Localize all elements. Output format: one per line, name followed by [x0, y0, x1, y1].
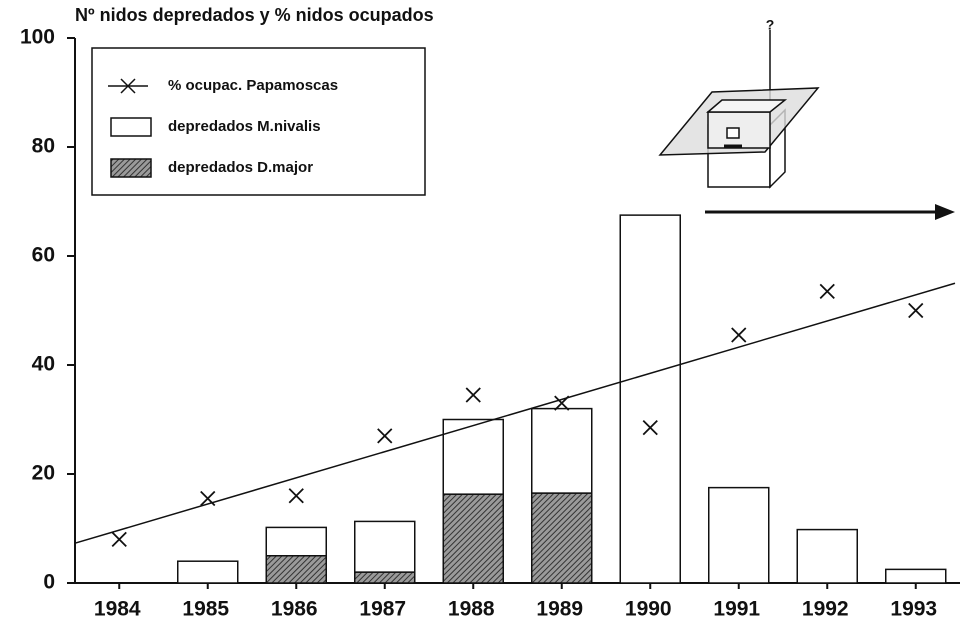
marker: [732, 328, 746, 342]
x-tick-label: 1992: [802, 598, 849, 621]
legend: % ocupac. Papamoscas depredados M.nivalis…: [92, 48, 425, 195]
x-tick-label: 1984: [94, 598, 141, 621]
chart: Nº nidos depredados y % nidos ocupados ?…: [0, 0, 961, 630]
bar: [797, 530, 857, 583]
y-tick-label: 80: [32, 135, 55, 158]
y-tick-label: 40: [32, 353, 55, 376]
x-tick-label: 1986: [271, 598, 318, 621]
bar: [355, 521, 415, 572]
bar: [532, 493, 592, 583]
bar: [709, 488, 769, 583]
marker: [909, 304, 923, 318]
bar: [266, 527, 326, 555]
nest-box-illustration: [660, 30, 818, 187]
x-tick-label: 1993: [890, 598, 937, 621]
x-tick-label: 1988: [448, 598, 495, 621]
legend-label: depredados M.nivalis: [168, 118, 321, 135]
annotation: ?: [766, 17, 775, 33]
chart-title: Nº nidos depredados y % nidos ocupados: [75, 5, 434, 25]
x-tick-label: 1991: [713, 598, 760, 621]
marker: [112, 532, 126, 546]
x-tick-label: 1989: [536, 598, 583, 621]
bar: [532, 409, 592, 493]
bar: [886, 569, 946, 583]
bar: [443, 420, 503, 495]
x-tick-label: 1985: [182, 598, 229, 621]
y-tick-label: 20: [32, 462, 55, 485]
bar: [355, 572, 415, 583]
x-tick-label: 1990: [625, 598, 672, 621]
bar: [443, 494, 503, 583]
legend-symbol: [111, 118, 151, 136]
marker: [820, 284, 834, 298]
marker: [378, 429, 392, 443]
y-tick-label: 0: [43, 571, 55, 594]
legend-label: % ocupac. Papamoscas: [168, 77, 338, 94]
page: {"chart_data": {"type": "bar", "stacked"…: [0, 0, 961, 630]
bar: [178, 561, 238, 583]
x-tick-label: 1987: [359, 598, 406, 621]
bar: [266, 556, 326, 583]
arrow: [705, 204, 955, 220]
trend-line: [75, 283, 955, 543]
legend-symbol: [111, 159, 151, 177]
bar: [620, 215, 680, 583]
y-tick-label: 60: [32, 244, 55, 267]
marker: [289, 489, 303, 503]
y-tick-label: 100: [20, 26, 55, 49]
marker: [466, 388, 480, 402]
legend-label: depredados D.major: [168, 159, 313, 176]
